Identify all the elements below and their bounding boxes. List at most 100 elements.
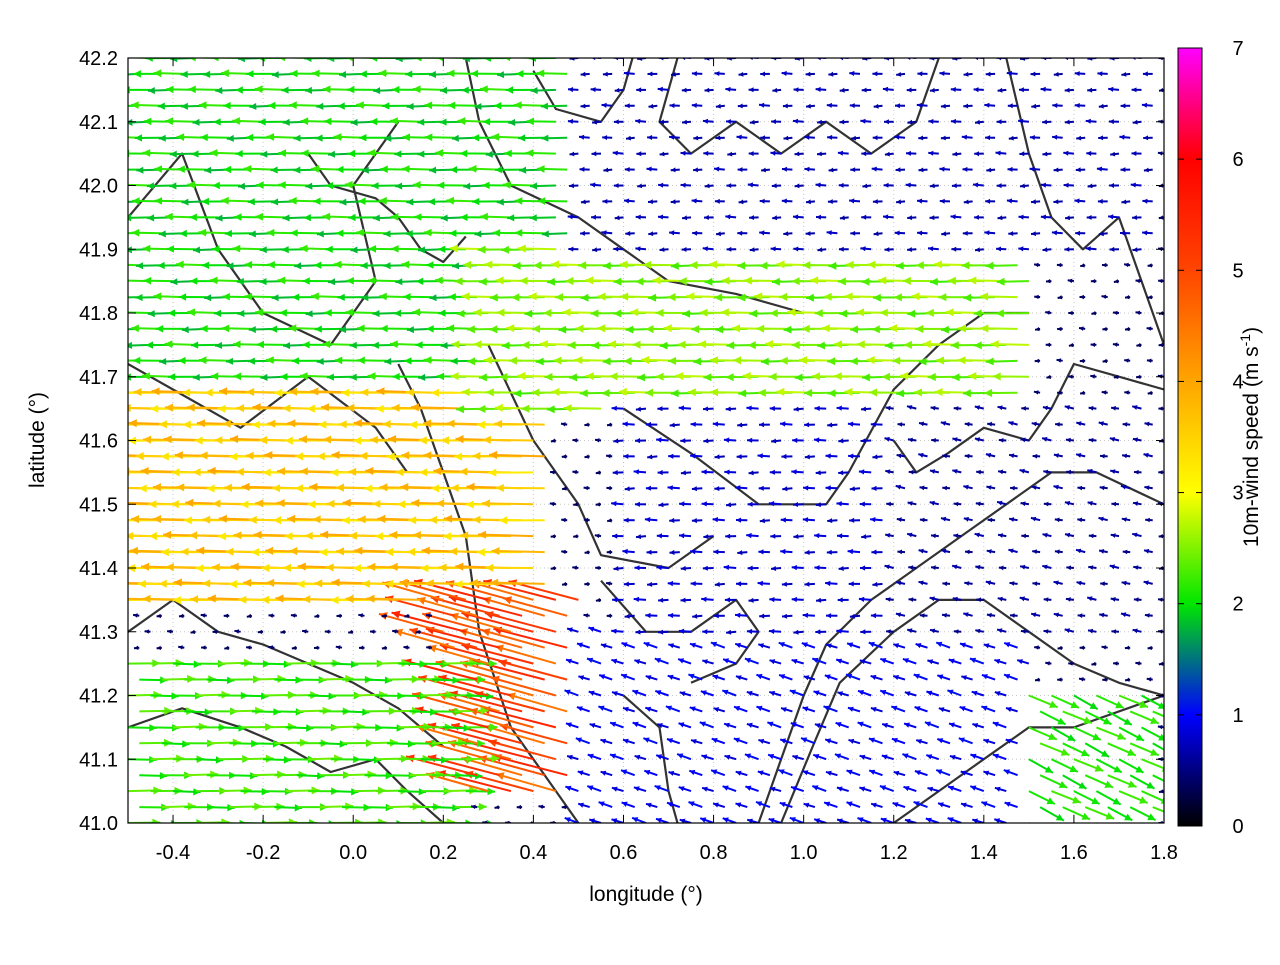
wind-arrow <box>551 534 556 538</box>
wind-arrow <box>271 166 297 173</box>
wind-arrow <box>606 486 612 490</box>
wind-arrow <box>145 629 151 633</box>
wind-arrow <box>332 578 388 586</box>
wind-arrow <box>1158 725 1164 729</box>
wind-arrow <box>565 690 579 696</box>
wind-arrow <box>289 101 319 109</box>
wind-arrow <box>503 181 534 189</box>
wind-arrow <box>610 722 623 728</box>
wind-arrow <box>984 389 1018 397</box>
wind-arrow <box>896 167 905 172</box>
wind-arrow <box>607 614 613 618</box>
wind-arrow <box>658 183 668 188</box>
wind-arrow <box>1102 390 1108 394</box>
wind-arrow <box>736 518 747 523</box>
wind-arrow <box>1145 613 1153 618</box>
wind-arrow <box>782 486 792 491</box>
wind-arrow <box>984 103 995 108</box>
wind-arrow <box>246 645 252 649</box>
y-axis-title: latitude (°) <box>26 392 49 488</box>
wind-arrow <box>1147 677 1153 682</box>
wind-arrow <box>1020 596 1029 601</box>
wind-arrow <box>964 517 973 522</box>
wind-arrow <box>624 582 635 587</box>
wind-arrow <box>1031 199 1040 204</box>
wind-arrow <box>715 582 725 587</box>
wind-arrow <box>907 405 916 410</box>
wind-arrow <box>588 627 601 632</box>
wind-arrow <box>679 533 691 538</box>
wind-arrow <box>826 613 837 618</box>
wind-arrow <box>591 87 601 92</box>
wind-arrow <box>703 566 714 571</box>
wind-arrow <box>202 262 230 269</box>
wind-arrow <box>849 198 860 203</box>
wind-arrow <box>703 406 714 411</box>
wind-arrow <box>480 213 511 221</box>
wind-arrow <box>727 247 737 252</box>
wind-arrow <box>930 215 939 220</box>
wind-arrow <box>703 119 714 124</box>
wind-arrow <box>727 152 736 157</box>
wind-arrow <box>770 470 781 475</box>
wind-arrow <box>267 261 297 269</box>
wind-arrow <box>108 133 139 141</box>
wind-arrow <box>424 356 455 364</box>
wind-arrow <box>614 566 624 571</box>
wind-arrow <box>906 183 917 188</box>
wind-arrow <box>1144 485 1152 490</box>
wind-arrow <box>551 439 556 443</box>
wind-arrow <box>850 231 860 236</box>
y-tick-label: 42.1 <box>79 112 118 134</box>
wind-arrow <box>919 581 928 586</box>
wind-arrow <box>723 658 736 663</box>
wind-arrow <box>793 214 804 219</box>
wind-arrow <box>1170 359 1175 363</box>
wind-arrow <box>1124 358 1130 362</box>
wind-arrow <box>815 406 827 411</box>
wind-arrow <box>703 151 713 156</box>
wind-arrow <box>644 642 658 648</box>
wind-arrow <box>1170 710 1175 714</box>
wind-arrow <box>769 501 781 506</box>
wind-arrow <box>1111 629 1119 634</box>
colorbar-gradient <box>1178 48 1202 826</box>
wind-arrow <box>277 53 308 61</box>
wind-arrow <box>862 278 894 286</box>
wind-arrow <box>692 103 703 108</box>
wind-arrow <box>693 167 702 172</box>
wind-arrow <box>746 533 758 538</box>
wind-arrow <box>1108 87 1119 92</box>
wind-arrow <box>97 213 128 221</box>
wind-arrow <box>1142 230 1153 235</box>
wind-arrow <box>95 531 151 539</box>
wind-arrow <box>975 533 984 538</box>
wind-arrow <box>367 149 398 157</box>
wind-arrow <box>1065 533 1074 538</box>
wind-arrow <box>224 614 230 618</box>
wind-arrow <box>658 502 668 507</box>
wind-arrow <box>678 658 691 663</box>
wind-arrow <box>244 165 275 173</box>
wind-arrow <box>736 675 747 680</box>
wind-arrow <box>612 534 623 539</box>
wind-arrow <box>885 533 894 538</box>
wind-arrow <box>916 643 928 648</box>
wind-arrow <box>952 469 961 474</box>
wind-arrow <box>817 152 826 157</box>
wind-arrow <box>234 629 240 634</box>
wind-arrow <box>668 675 680 680</box>
wind-arrow <box>491 133 522 141</box>
wind-arrow <box>1054 613 1063 618</box>
wind-arrow <box>1032 581 1040 586</box>
wind-arrow <box>723 786 737 792</box>
wind-arrow <box>314 646 319 650</box>
wind-arrow <box>1020 469 1029 474</box>
wind-arrow <box>930 88 939 93</box>
wind-arrow <box>291 613 297 617</box>
wind-arrow <box>611 501 623 506</box>
wind-arrow <box>584 613 590 617</box>
wind-arrow <box>103 151 128 158</box>
wind-arrow <box>258 630 263 634</box>
